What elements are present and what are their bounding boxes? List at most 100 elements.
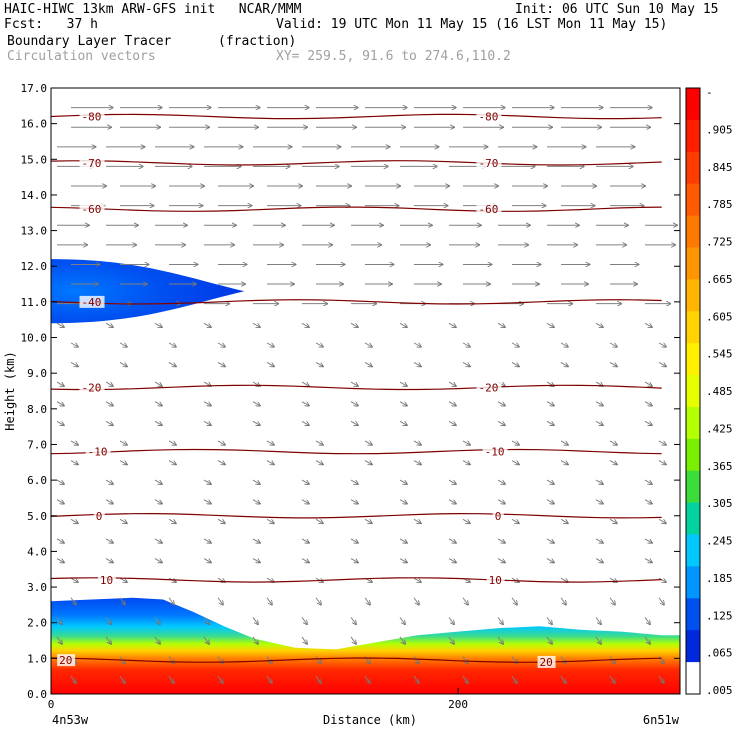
circulation-vector (56, 499, 64, 504)
circulation-vector (560, 675, 566, 683)
contour-label-background (537, 655, 556, 668)
contour-label: 0 (96, 510, 103, 523)
contour-label-background (93, 509, 105, 522)
circulation-vector (168, 518, 176, 523)
circulation-vector (511, 518, 519, 523)
circulation-vector (301, 636, 307, 644)
circulation-vector (70, 518, 78, 523)
circulation-vector (154, 499, 162, 504)
circulation-vector (252, 499, 260, 504)
circulation-vector (658, 342, 666, 347)
circulation-vector (462, 440, 470, 445)
circulation-vector (252, 636, 258, 644)
circulation-vector (560, 597, 566, 605)
plot-frame (50, 87, 681, 695)
x-tick-label: 0 (48, 698, 55, 711)
circulation-vector (217, 597, 223, 605)
temperature-contour-line (50, 206, 662, 212)
circulation-vector (56, 479, 64, 484)
circulation-vector (560, 656, 566, 664)
contour-label-background (97, 573, 116, 586)
circulation-vector (413, 440, 421, 445)
circulation-vector (448, 538, 456, 543)
circulation-vector (364, 675, 370, 683)
vector-label: Circulation vectors (7, 49, 156, 64)
circulation-vector (252, 401, 260, 406)
circulation-vector (252, 617, 258, 624)
y-tick-label: 7.0 (27, 438, 47, 451)
circulation-vector (399, 322, 407, 327)
circulation-vector (546, 401, 554, 406)
circulation-vector (217, 440, 225, 445)
colorbar-label: .065 (706, 647, 733, 660)
circulation-vector (119, 440, 127, 445)
circulation-vector (644, 636, 650, 644)
circulation-vector (301, 617, 307, 624)
circulation-vector (462, 518, 470, 523)
circulation-vector (546, 479, 554, 484)
circulation-vector (168, 460, 176, 465)
circulation-vector (511, 675, 517, 683)
circulation-vector (105, 420, 113, 425)
x-left-endpoint-label: 4n53w (52, 713, 89, 727)
circulation-vector (644, 381, 652, 386)
circulation-vector (595, 479, 603, 484)
circulation-vector (448, 420, 456, 425)
circulation-vector (119, 460, 127, 465)
contour-label: -70 (478, 157, 498, 170)
circulation-vector (315, 342, 323, 347)
circulation-vector (364, 518, 372, 523)
circulation-vector (56, 322, 64, 327)
circulation-vector (497, 420, 505, 425)
field-name: Boundary Layer Tracer (7, 34, 172, 49)
colorbar-label: .545 (706, 348, 733, 361)
temperature-contours: -80 -80 -70 -70 -60 -60 -40 -20 -20 -10 -10 0 0 10 10 2… (50, 110, 662, 669)
circulation-vector (301, 381, 309, 386)
circulation-vector (511, 342, 519, 347)
colorbar-label: .245 (706, 535, 733, 548)
colorbar-label: - (706, 86, 713, 99)
circulation-vector (350, 420, 358, 425)
contour-label: -80 (82, 111, 102, 124)
x-axis-title: Distance (km) (323, 713, 417, 727)
y-tick-label: 0.0 (27, 688, 47, 701)
colorbar-swatch (686, 88, 700, 121)
colorbar-swatch (686, 406, 700, 440)
circulation-vector (301, 420, 309, 425)
circulation-vector (364, 460, 372, 465)
contour-label-background (79, 295, 105, 308)
circulation-vector (448, 401, 456, 406)
circulation-vector (595, 636, 601, 644)
colorbar-swatch (686, 470, 700, 504)
circulation-vector (266, 460, 274, 465)
circulation-vector (301, 322, 309, 327)
circulation-vectors (56, 108, 677, 684)
circulation-vector (497, 401, 505, 406)
circulation-vector (364, 597, 370, 605)
circulation-vector (511, 460, 519, 465)
colorbar-swatch (686, 119, 700, 153)
x-tick-label: 200 (448, 698, 468, 711)
circulation-vector (105, 636, 111, 644)
circulation-vector (203, 499, 211, 504)
circulation-vector (497, 479, 505, 484)
circulation-vector (609, 362, 617, 366)
circulation-vector (154, 479, 162, 484)
field-units: (fraction) (218, 34, 297, 49)
circulation-vector (154, 538, 162, 543)
circulation-vector (154, 381, 162, 386)
colorbar-swatch (686, 247, 700, 280)
init-time: Init: 06 UTC Sun 10 May 15 (515, 2, 719, 17)
plot-axes: 0.0 1.0 2.0 3.0 4.0 5.0 6.0 7.0 8.0 9.0 10.0 11.0 12… (3, 82, 681, 727)
circulation-vector (301, 401, 309, 406)
colorbar-label: .305 (706, 497, 733, 510)
contour-label: -40 (82, 296, 102, 309)
circulation-vector (448, 617, 454, 624)
colorbar-label: .365 (706, 460, 733, 473)
circulation-vector (315, 675, 321, 683)
circulation-vector (658, 440, 666, 445)
circulation-vector (399, 636, 405, 644)
circulation-vector (546, 636, 552, 644)
circulation-vector (644, 617, 650, 624)
